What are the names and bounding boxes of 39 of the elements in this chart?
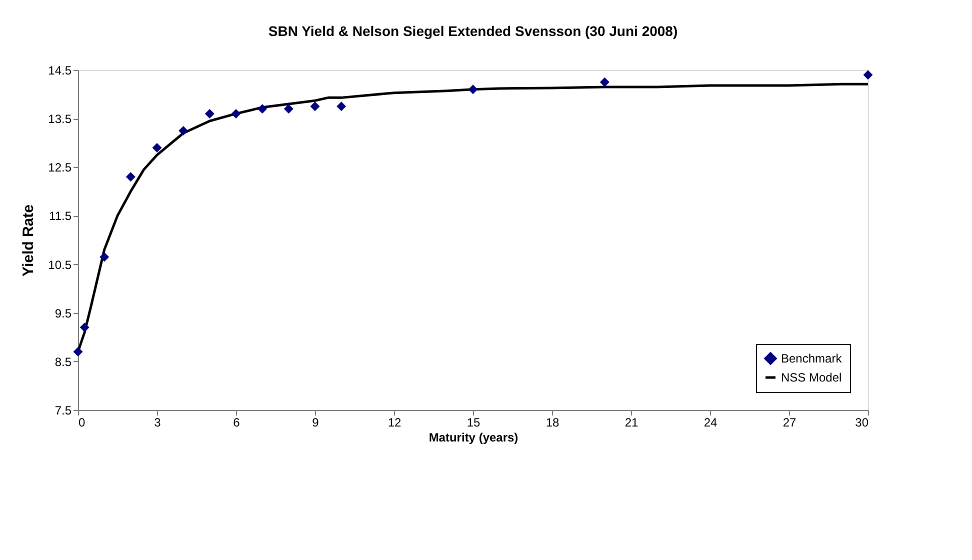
y-tick-label: 8.5 — [54, 354, 72, 369]
x-tick-label: 12 — [388, 416, 402, 430]
point — [258, 104, 268, 114]
point — [284, 104, 294, 114]
point — [468, 84, 478, 94]
y-axis-title: Yield Rate — [20, 204, 38, 276]
point — [100, 252, 110, 262]
point — [863, 70, 873, 80]
y-tick-label: 13.5 — [48, 112, 72, 126]
point — [600, 77, 610, 87]
point — [80, 322, 90, 332]
x-tick-label: 3 — [154, 416, 162, 430]
x-tick-label: 0 — [78, 416, 86, 430]
x-tick-label: 24 — [704, 416, 718, 430]
y-tick-label: 9.5 — [54, 306, 72, 320]
x-tick-label: 18 — [546, 416, 560, 430]
x-tick-label: 6 — [233, 416, 240, 430]
y-tick-label: 10.5 — [48, 258, 72, 272]
point — [178, 126, 188, 136]
legend-label: NSS Model — [781, 370, 842, 384]
chart-title: SBN Yield & Nelson Siegel Extended Svensson (30 Juni 2008) — [268, 23, 678, 39]
x-tick-label: 9 — [312, 416, 320, 430]
point — [231, 108, 241, 118]
x-tick-label: 30 — [855, 416, 869, 430]
point — [336, 102, 346, 112]
point — [310, 102, 320, 112]
y-tick-label: 12.5 — [48, 160, 72, 175]
x-tick-label: 15 — [466, 416, 480, 430]
point — [152, 142, 162, 152]
point — [126, 172, 136, 182]
x-tick-label: 27 — [782, 416, 796, 430]
point — [204, 108, 214, 118]
y-tick-label: 7.5 — [54, 404, 72, 418]
y-tick-label: 11.5 — [49, 209, 72, 224]
legend-label: Benchmark — [781, 352, 843, 366]
x-axis-title: Maturity (years) — [428, 430, 518, 444]
y-tick-label: 14.5 — [48, 64, 72, 78]
point — [73, 346, 83, 356]
x-tick-label: 21 — [624, 416, 638, 430]
